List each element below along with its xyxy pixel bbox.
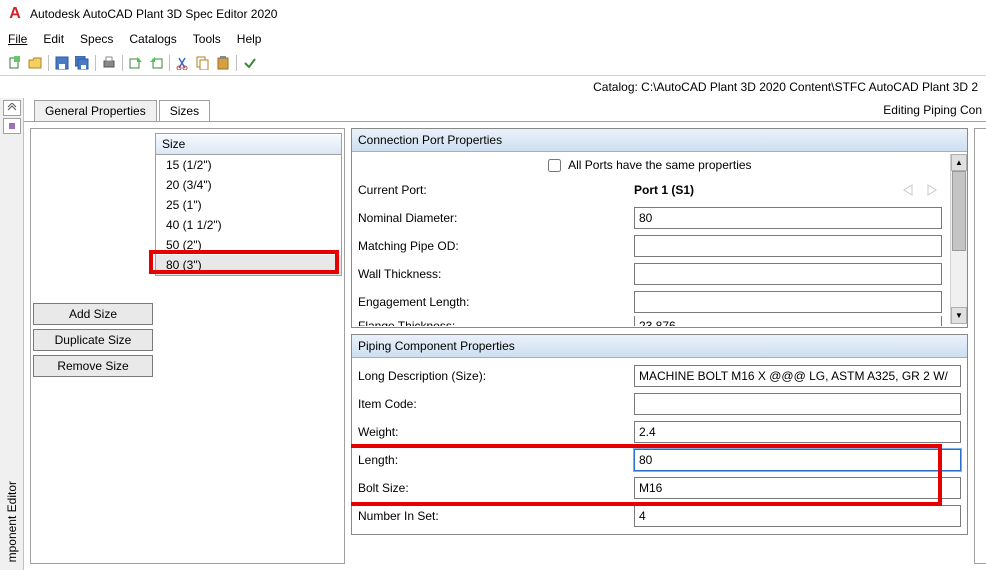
size-buttons-column: Add Size Duplicate Size Remove Size xyxy=(33,133,153,559)
size-list-header: Size xyxy=(156,134,341,155)
left-rail: mponent Editor xyxy=(0,98,24,570)
conn-scrollbar[interactable]: ▲ ▼ xyxy=(950,154,967,324)
matching-od-input[interactable] xyxy=(634,235,942,257)
size-item[interactable]: 50 (2") xyxy=(156,235,341,255)
long-desc-label: Long Description (Size): xyxy=(358,369,628,383)
size-item[interactable]: 25 (1") xyxy=(156,195,341,215)
scroll-track[interactable] xyxy=(951,171,967,307)
weight-label: Weight: xyxy=(358,425,628,439)
toolbar-separator xyxy=(169,55,170,71)
menu-file-label: File xyxy=(8,32,27,46)
menubar: File Edit Specs Catalogs Tools Help xyxy=(0,28,986,50)
properties-column: Connection Port Properties All Ports hav… xyxy=(351,128,968,564)
flange-thickness-input[interactable] xyxy=(634,316,942,326)
app-icon: A xyxy=(6,5,24,23)
num-in-set-label: Number In Set: xyxy=(358,509,628,523)
same-properties-label: All Ports have the same properties xyxy=(568,158,751,172)
size-item[interactable]: 20 (3/4") xyxy=(156,175,341,195)
panels: Add Size Duplicate Size Remove Size Size… xyxy=(24,122,986,570)
editing-status: Editing Piping Con xyxy=(883,103,986,117)
toolbar-print-icon[interactable] xyxy=(100,54,118,72)
app-title: Autodesk AutoCAD Plant 3D Spec Editor 20… xyxy=(30,7,277,21)
title-bar: A Autodesk AutoCAD Plant 3D Spec Editor … xyxy=(0,0,986,28)
size-list-wrap: Size 15 (1/2") 20 (3/4") 25 (1") 40 (1 1… xyxy=(155,133,342,559)
menu-tools[interactable]: Tools xyxy=(185,30,229,48)
toolbar-copy-icon[interactable] xyxy=(194,54,212,72)
bolt-size-input[interactable] xyxy=(634,477,961,499)
remove-size-button[interactable]: Remove Size xyxy=(33,355,153,377)
content-area: General Properties Sizes Editing Piping … xyxy=(24,98,986,570)
size-item[interactable]: 15 (1/2") xyxy=(156,155,341,175)
rail-collapse-icon[interactable] xyxy=(3,100,21,116)
current-port-label: Current Port: xyxy=(358,183,628,197)
scroll-up-icon[interactable]: ▲ xyxy=(951,154,967,171)
current-port-text: Port 1 (S1) xyxy=(634,183,694,197)
tab-general-properties[interactable]: General Properties xyxy=(34,100,157,121)
toolbar-new-icon[interactable] xyxy=(6,54,24,72)
toolbar-paste-icon[interactable] xyxy=(214,54,232,72)
scroll-down-icon[interactable]: ▼ xyxy=(951,307,967,324)
long-desc-input[interactable] xyxy=(634,365,961,387)
piping-component-title: Piping Component Properties xyxy=(352,335,967,358)
item-code-input[interactable] xyxy=(634,393,961,415)
flange-thickness-label: Flange Thickness: xyxy=(358,319,628,326)
size-list: Size 15 (1/2") 20 (3/4") 25 (1") 40 (1 1… xyxy=(155,133,342,276)
engagement-length-label: Engagement Length: xyxy=(358,295,628,309)
menu-edit[interactable]: Edit xyxy=(35,30,72,48)
rail-label: mponent Editor xyxy=(5,477,19,566)
size-item[interactable]: 80 (3") xyxy=(156,255,341,275)
toolbar-separator xyxy=(95,55,96,71)
toolbar-import-icon[interactable] xyxy=(147,54,165,72)
weight-input[interactable] xyxy=(634,421,961,443)
item-code-label: Item Code: xyxy=(358,397,628,411)
sizes-panel: Add Size Duplicate Size Remove Size Size… xyxy=(30,128,345,564)
toolbar-open-icon[interactable] xyxy=(26,54,44,72)
nominal-diameter-label: Nominal Diameter: xyxy=(358,211,628,225)
length-input[interactable] xyxy=(634,449,961,471)
port-next-icon[interactable] xyxy=(924,183,942,197)
current-port-value: Port 1 (S1) xyxy=(634,183,942,197)
toolbar-export-icon[interactable] xyxy=(127,54,145,72)
toolbar-check-icon[interactable] xyxy=(241,54,259,72)
bolt-size-label: Bolt Size: xyxy=(358,481,628,495)
duplicate-size-button[interactable]: Duplicate Size xyxy=(33,329,153,351)
menu-specs[interactable]: Specs xyxy=(72,30,121,48)
toolbar-separator xyxy=(48,55,49,71)
catalog-path: Catalog: C:\AutoCAD Plant 3D 2020 Conten… xyxy=(0,76,986,98)
add-size-button[interactable]: Add Size xyxy=(33,303,153,325)
menu-file[interactable]: File xyxy=(6,30,35,48)
port-prev-icon[interactable] xyxy=(900,183,918,197)
wall-thickness-label: Wall Thickness: xyxy=(358,267,628,281)
scroll-thumb[interactable] xyxy=(952,171,966,251)
toolbar-separator xyxy=(236,55,237,71)
num-in-set-input[interactable] xyxy=(634,505,961,527)
right-sliver-panel xyxy=(974,128,986,564)
main-area: mponent Editor General Properties Sizes … xyxy=(0,98,986,570)
rail-pin-icon[interactable] xyxy=(3,118,21,134)
size-item[interactable]: 40 (1 1/2") xyxy=(156,215,341,235)
engagement-length-input[interactable] xyxy=(634,291,942,313)
toolbar-saveall-icon[interactable] xyxy=(73,54,91,72)
wall-thickness-input[interactable] xyxy=(634,263,942,285)
toolbar-separator xyxy=(122,55,123,71)
toolbar-save-icon[interactable] xyxy=(53,54,71,72)
tab-sizes[interactable]: Sizes xyxy=(159,100,210,121)
matching-od-label: Matching Pipe OD: xyxy=(358,239,628,253)
same-properties-checkbox[interactable] xyxy=(548,159,561,172)
menu-catalogs[interactable]: Catalogs xyxy=(121,30,184,48)
connection-port-title: Connection Port Properties xyxy=(352,129,967,152)
menu-help[interactable]: Help xyxy=(229,30,270,48)
length-label: Length: xyxy=(358,453,628,467)
tabs-row: General Properties Sizes Editing Piping … xyxy=(24,98,986,122)
toolbar-cut-icon[interactable] xyxy=(174,54,192,72)
toolbar xyxy=(0,50,986,76)
nominal-diameter-input[interactable] xyxy=(634,207,942,229)
piping-component-panel: Piping Component Properties Long Descrip… xyxy=(351,334,968,535)
same-properties-row: All Ports have the same properties xyxy=(352,154,948,176)
connection-port-panel: Connection Port Properties All Ports hav… xyxy=(351,128,968,328)
